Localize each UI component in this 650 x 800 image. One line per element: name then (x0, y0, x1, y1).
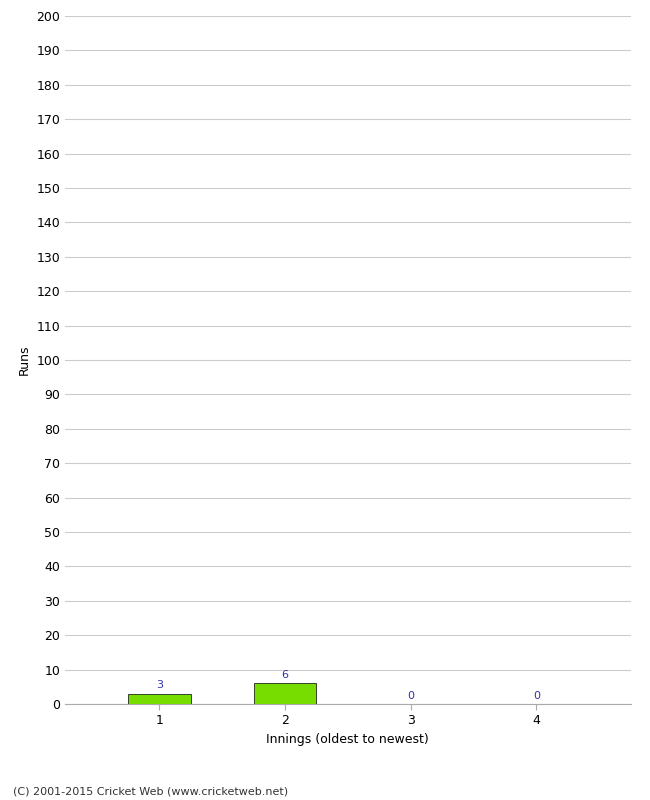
Text: 6: 6 (281, 670, 289, 680)
Text: (C) 2001-2015 Cricket Web (www.cricketweb.net): (C) 2001-2015 Cricket Web (www.cricketwe… (13, 786, 288, 796)
Text: 0: 0 (533, 690, 540, 701)
Bar (128, 694, 190, 704)
Y-axis label: Runs: Runs (18, 345, 31, 375)
Text: 0: 0 (407, 690, 414, 701)
X-axis label: Innings (oldest to newest): Innings (oldest to newest) (266, 733, 429, 746)
Bar (254, 683, 317, 704)
Text: 3: 3 (156, 680, 162, 690)
